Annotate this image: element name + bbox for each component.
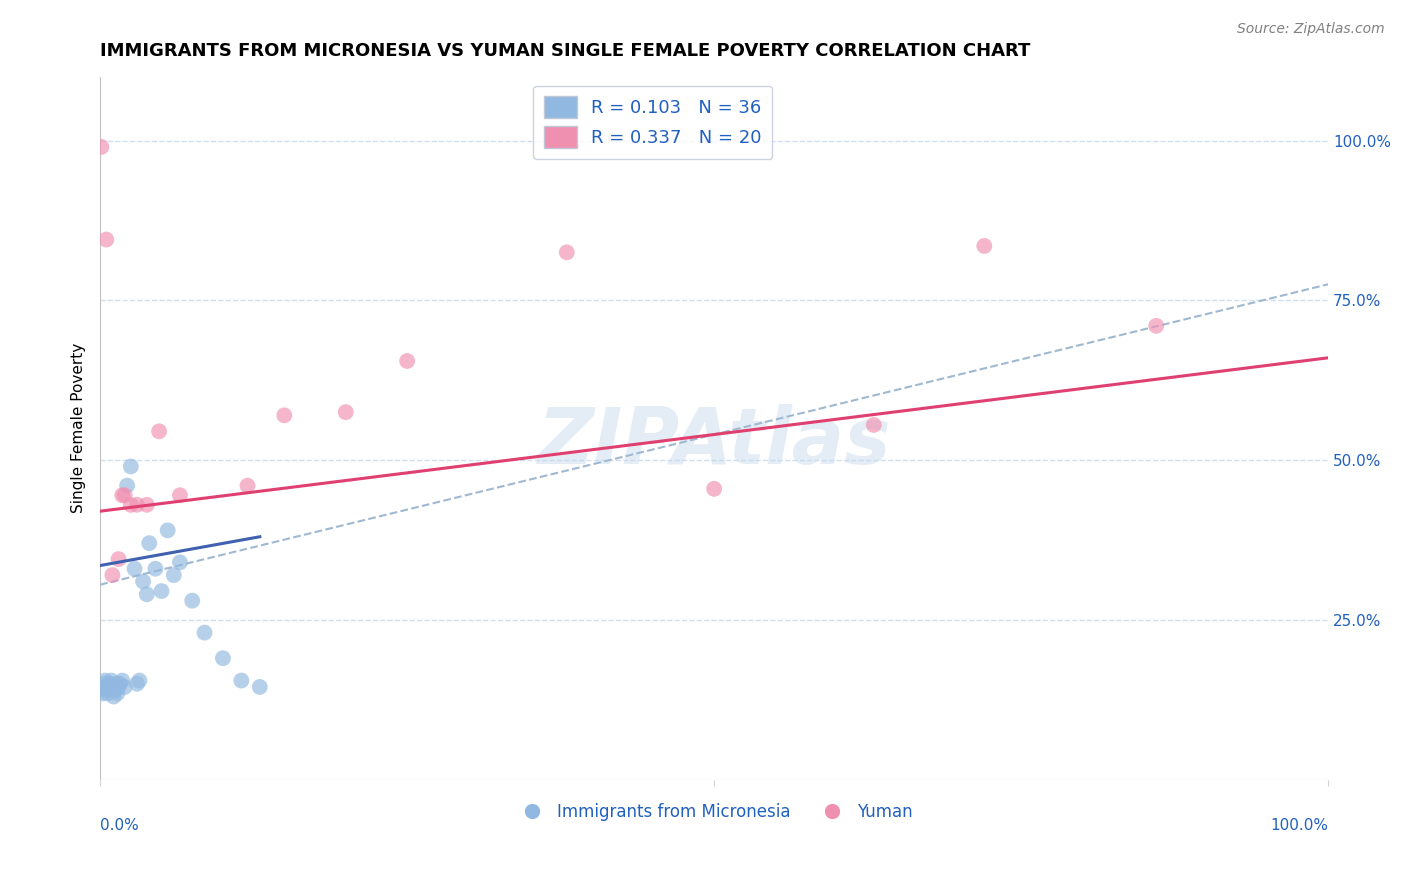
Point [156,524,179,538]
Point [169,488,191,502]
Point [114,488,136,502]
Point [111,673,134,688]
Point [125,677,148,691]
Point [125,498,148,512]
Point [91,686,114,700]
Point [150,584,173,599]
Text: 100.0%: 100.0% [1270,818,1329,833]
Point [249,680,271,694]
Point [114,680,136,694]
Text: Source: ZipAtlas.com: Source: ZipAtlas.com [1237,22,1385,37]
Point [107,680,129,694]
Point [135,587,157,601]
Point [132,574,155,589]
Point [335,405,357,419]
Point [103,690,125,704]
Point [98,677,121,691]
Point [115,478,138,492]
Point [138,536,160,550]
Point [96,683,118,698]
Point [120,459,142,474]
Point [396,354,419,368]
Legend: Immigrants from Micronesia, Yuman: Immigrants from Micronesia, Yuman [509,797,920,828]
Y-axis label: Single Female Poverty: Single Female Poverty [72,343,86,513]
Text: 0.0%: 0.0% [100,818,139,833]
Point [703,482,725,496]
Point [169,555,191,569]
Point [101,680,124,694]
Point [145,562,167,576]
Text: IMMIGRANTS FROM MICRONESIA VS YUMAN SINGLE FEMALE POVERTY CORRELATION CHART: IMMIGRANTS FROM MICRONESIA VS YUMAN SING… [100,42,1031,60]
Point [107,552,129,566]
Point [100,673,122,688]
Point [181,593,204,607]
Point [105,686,128,700]
Point [96,233,118,247]
Point [111,488,134,502]
Point [90,140,112,154]
Point [212,651,235,665]
Point [94,673,117,688]
Point [973,239,995,253]
Point [108,677,131,691]
Point [135,498,157,512]
Point [1144,318,1167,333]
Point [236,478,259,492]
Point [555,245,578,260]
Point [163,568,186,582]
Point [96,686,118,700]
Point [120,498,142,512]
Point [124,562,146,576]
Point [101,568,124,582]
Point [193,625,215,640]
Point [273,409,295,423]
Point [97,680,120,694]
Point [104,683,127,698]
Point [105,677,128,691]
Point [148,425,170,439]
Point [128,673,150,688]
Point [231,673,253,688]
Point [90,680,112,694]
Point [93,677,115,691]
Text: ZIPAtlas: ZIPAtlas [537,404,891,480]
Point [862,417,884,432]
